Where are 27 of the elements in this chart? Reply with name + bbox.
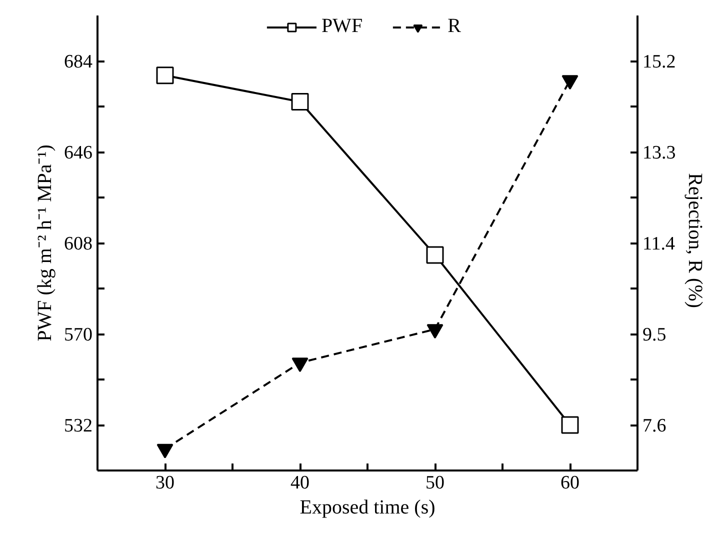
y2-tick-label: 13.3 — [642, 142, 676, 164]
y2-axis-title: Rejection, R (%) — [684, 173, 706, 308]
point — [156, 66, 174, 84]
x-tick-label: 40 — [290, 472, 310, 494]
legend-label: R — [448, 15, 462, 38]
y-tick-label: 570 — [64, 324, 92, 346]
y2-tick-label: 15.2 — [642, 52, 676, 72]
y-tick-label: 646 — [64, 142, 92, 164]
point — [291, 92, 309, 110]
y-tick-label: 608 — [64, 234, 92, 254]
y-tick-label: 684 — [64, 52, 93, 72]
x-axis-title: Exposed time (s) — [300, 496, 436, 518]
point — [292, 358, 308, 372]
x-tick-label: 50 — [426, 472, 444, 494]
point — [426, 324, 444, 339]
point — [426, 246, 444, 264]
x-tick-label: 30 — [156, 472, 174, 494]
y-tick-label: 532 — [64, 416, 92, 436]
y2-tick-label: 11.4 — [642, 234, 676, 254]
y-axis-title: PWF (kg m⁻² h⁻¹ MPa⁻¹) — [34, 144, 56, 342]
x-tick-label: 60 — [560, 472, 580, 494]
legend-label: PWF — [321, 15, 363, 38]
y2-tick-label: 7.6 — [642, 416, 666, 436]
point — [562, 75, 578, 90]
point — [156, 444, 174, 458]
y2-tick-label: 9.5 — [642, 324, 666, 346]
point — [561, 416, 579, 434]
